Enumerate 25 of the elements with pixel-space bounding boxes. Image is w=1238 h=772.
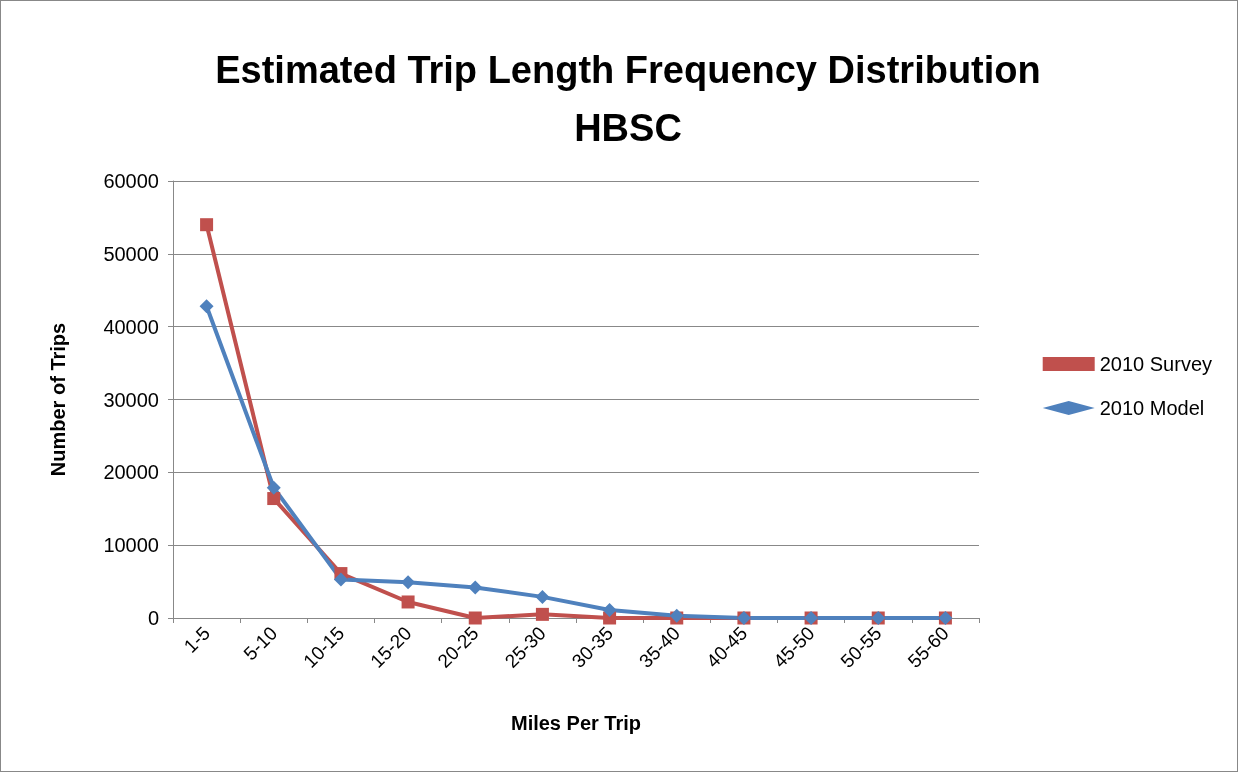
y-tick-label: 60000 (103, 170, 159, 192)
point (535, 607, 549, 621)
point (535, 589, 550, 604)
y-tick-label: 50000 (103, 242, 159, 265)
x-tick-label: 1-5 (179, 622, 215, 657)
x-axis-title: Miles Per Trip (510, 712, 642, 734)
point (333, 572, 348, 587)
legend-label: 2010 Model (1099, 397, 1205, 419)
y-tick-label: 20000 (103, 461, 159, 484)
point (267, 492, 281, 506)
point (401, 575, 416, 590)
y-tick-label: 10000 (103, 534, 159, 557)
y-tick-label: 0 (147, 607, 159, 629)
point (199, 299, 214, 314)
point (401, 595, 415, 609)
point (468, 580, 483, 595)
chart-title: Estimated Trip Length Frequency Distribution HBSC (215, 49, 1041, 149)
point (266, 480, 281, 495)
y-axis-title: Number of Trips (47, 322, 69, 477)
point (200, 218, 214, 232)
legend-label: 2010 Survey (1099, 353, 1212, 375)
point (602, 602, 617, 617)
y-tick-label: 40000 (103, 315, 159, 338)
point (468, 611, 482, 625)
y-tick-label: 30000 (103, 388, 159, 411)
